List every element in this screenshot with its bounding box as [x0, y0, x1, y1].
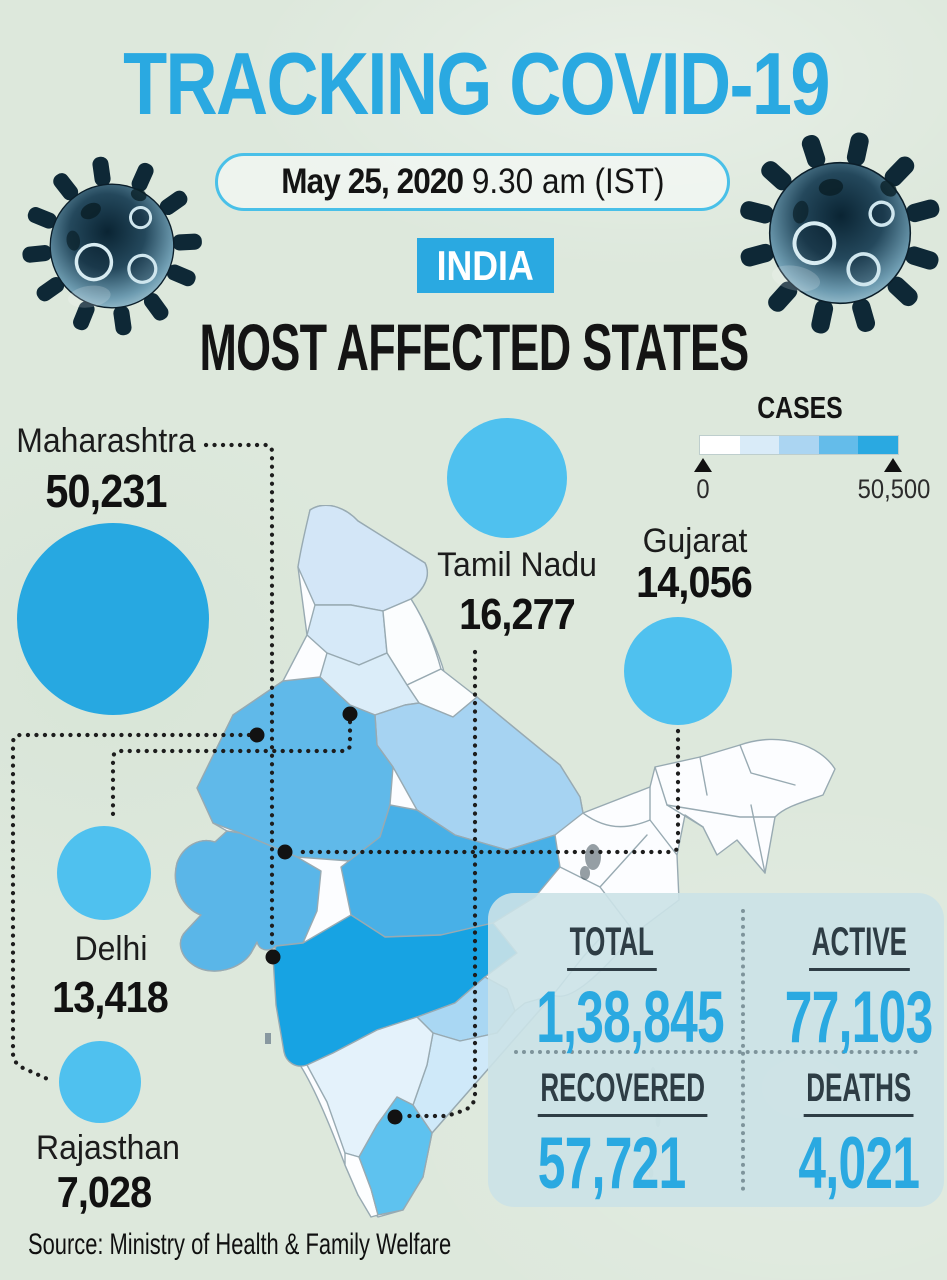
legend-min-marker-icon — [694, 458, 712, 472]
state-gujarat — [174, 830, 322, 972]
value-delhi: 13,418 — [52, 973, 169, 1022]
state-kerala — [344, 1152, 379, 1218]
country-badge: INDIA — [417, 238, 554, 293]
legend-min-label: 0 — [696, 474, 710, 504]
state-maharashtra — [272, 914, 518, 1067]
state-rajasthan — [196, 676, 394, 862]
legend-title: CASES — [757, 390, 843, 425]
leader-gujarat — [293, 728, 681, 855]
state-uttar-pradesh — [374, 696, 584, 851]
leader-delhi — [110, 719, 353, 821]
dot-chennai — [387, 1109, 403, 1125]
date-text: May 25, 2020 9.30 am (IST) — [280, 162, 665, 201]
value-rajasthan: 7,028 — [56, 1168, 152, 1217]
stat-active: ACTIVE 77,103 — [785, 920, 933, 1058]
stat-deaths: DEATHS 4,021 — [798, 1066, 921, 1204]
dot-mumbai — [265, 949, 281, 965]
leader-maharashtra — [203, 442, 275, 954]
kolkata-marking — [580, 844, 601, 880]
stat-total: TOTAL 1,38,845 — [536, 920, 724, 1058]
label-gujarat: Gujarat — [642, 522, 748, 560]
label-tamil-nadu: Tamil Nadu — [437, 546, 597, 584]
value-gujarat: 14,056 — [636, 558, 753, 607]
state-karnataka — [306, 1016, 434, 1158]
legend-max-marker-icon — [884, 458, 902, 472]
stat-recovered: RECOVERED 57,721 — [492, 1068, 732, 1200]
state-uttarakhand — [406, 668, 478, 718]
value-maharashtra: 50,231 — [45, 465, 167, 517]
summary-stats-panel: TOTAL 1,38,845 ACTIVE 77,103 RECOVERED 5… — [488, 893, 944, 1207]
page-title: TRACKING COVID-19 — [123, 34, 830, 133]
label-maharashtra: Maharashtra — [16, 422, 196, 460]
state-haryana — [319, 652, 420, 716]
value-tamil-nadu: 16,277 — [459, 590, 576, 639]
state-punjab — [306, 604, 388, 666]
dot-delhi — [342, 706, 358, 722]
legend-max-label: 50,500 — [857, 474, 931, 504]
goa-marking — [265, 1033, 271, 1044]
state-jammu-kashmir — [297, 505, 429, 612]
dot-jaipur — [249, 727, 265, 743]
panel-horizontal-divider — [514, 1050, 918, 1054]
date-pill: May 25, 2020 9.30 am (IST) — [215, 153, 730, 211]
leader-tamil-nadu — [403, 649, 478, 1119]
bubble-maharashtra — [17, 523, 209, 715]
label-delhi: Delhi — [74, 930, 148, 968]
legend-gradient-bar — [699, 435, 899, 455]
section-subtitle: MOST AFFECTED STATES — [199, 310, 749, 384]
bubble-tamil-nadu — [447, 418, 567, 538]
source-credit: Source: Ministry of Health & Family Welf… — [28, 1228, 452, 1261]
bubble-delhi — [57, 826, 151, 920]
state-himachal — [382, 598, 442, 686]
dot-ahmedabad — [277, 844, 293, 860]
state-tamil-nadu — [358, 1096, 433, 1216]
bubble-rajasthan — [59, 1041, 141, 1123]
label-rajasthan: Rajasthan — [36, 1129, 180, 1167]
bubble-gujarat — [624, 617, 732, 725]
